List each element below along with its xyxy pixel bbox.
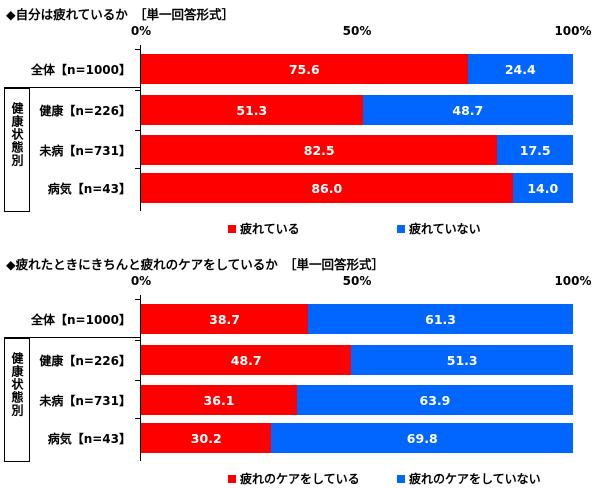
chart-title: ◆疲れたときにきちんと疲れのケアをしているか ［単一回答形式］	[6, 257, 384, 272]
legend-swatch	[397, 224, 405, 233]
bar-segment-second: 17.5	[497, 135, 573, 165]
stacked-bar: 82.5 17.5	[141, 135, 573, 165]
stacked-bar: 30.2 69.8	[141, 423, 573, 453]
bar-segment-first: 86.0	[141, 173, 513, 203]
data-label: 36.1	[203, 392, 235, 408]
bar-segment-first: 36.1	[141, 385, 297, 415]
data-label: 48.7	[230, 352, 262, 368]
data-label: 24.4	[504, 61, 536, 77]
category-label: 健康【n=226】	[39, 104, 131, 118]
category-label: 病気【n=43】	[47, 432, 131, 446]
category-label: 健康【n=226】	[39, 354, 131, 368]
axis-tick	[135, 168, 141, 169]
y-axis-line	[140, 295, 141, 461]
bar-segment-first: 75.6	[141, 54, 468, 84]
axis-tick	[135, 90, 141, 91]
category-label: 全体【n=1000】	[31, 313, 131, 327]
stacked-bar: 86.0 14.0	[141, 173, 573, 203]
data-label: 51.3	[236, 102, 268, 118]
chart-title: ◆自分は疲れているか ［単一回答形式］	[6, 7, 234, 22]
x-tick-label: 50%	[342, 24, 372, 38]
legend-swatch	[228, 474, 236, 483]
legend-item: 疲れのケアをしていない	[397, 470, 541, 487]
group-label: 健康状態別	[10, 102, 24, 167]
legend-label: 疲れていない	[409, 222, 481, 236]
category-label: 未病【n=731】	[39, 394, 131, 408]
group-label: 健康状態別	[10, 352, 24, 417]
data-label: 63.9	[419, 392, 451, 408]
data-label: 82.5	[303, 142, 335, 158]
legend-swatch	[228, 224, 236, 233]
category-label: 全体【n=1000】	[31, 63, 131, 77]
row-divider	[4, 337, 141, 338]
data-label: 69.8	[406, 430, 438, 446]
axis-tick	[135, 380, 141, 381]
bar-segment-second: 69.8	[271, 423, 573, 453]
stacked-bar: 36.1 63.9	[141, 385, 573, 415]
data-label: 30.2	[190, 430, 222, 446]
bar-segment-second: 24.4	[467, 54, 573, 84]
category-label: 未病【n=731】	[39, 144, 131, 158]
x-tick-label: 0%	[130, 24, 152, 38]
axis-tick	[135, 418, 141, 419]
bar-segment-first: 51.3	[141, 95, 363, 125]
data-label: 48.7	[452, 102, 484, 118]
data-label: 75.6	[288, 61, 320, 77]
x-tick-label: 100%	[554, 274, 592, 288]
legend-item: 疲れている	[228, 220, 300, 237]
bar-segment-second: 51.3	[351, 345, 573, 375]
axis-tick	[135, 299, 141, 300]
stacked-bar: 51.3 48.7	[141, 95, 573, 125]
bar-segment-second: 63.9	[296, 385, 573, 415]
legend-item: 疲れていない	[397, 220, 481, 237]
x-tick-label: 50%	[342, 274, 372, 288]
legend-item: 疲れのケアをしている	[228, 470, 360, 487]
bar-segment-second: 48.7	[362, 95, 573, 125]
legend-label: 疲れのケアをしている	[240, 472, 360, 486]
stacked-bar: 48.7 51.3	[141, 345, 573, 375]
chart-fatigue-care: ◆疲れたときにきちんと疲れのケアをしているか ［単一回答形式］ 0% 50% 100%…	[0, 250, 600, 488]
data-label: 86.0	[311, 180, 343, 196]
bar-segment-first: 30.2	[141, 423, 272, 453]
row-divider	[4, 87, 141, 88]
data-label: 61.3	[425, 311, 456, 327]
category-label: 病気【n=43】	[47, 182, 131, 196]
bar-segment-second: 14.0	[512, 173, 573, 203]
legend-label: 疲れのケアをしていない	[409, 472, 541, 486]
chart-tired: ◆自分は疲れているか ［単一回答形式］ 0% 50% 100% 健康状態別 全体【n=10…	[4, 7, 592, 237]
bar-segment-second: 61.3	[308, 304, 573, 334]
bar-segment-first: 38.7	[141, 304, 309, 334]
x-tick-label: 0%	[130, 274, 152, 288]
axis-tick	[135, 340, 141, 341]
group-label-box	[4, 88, 30, 212]
stacked-bar: 75.6 24.4	[141, 54, 573, 84]
axis-tick	[135, 49, 141, 50]
legend-label: 疲れている	[240, 222, 300, 236]
bar-segment-first: 48.7	[141, 345, 352, 375]
data-label: 14.0	[527, 180, 559, 196]
axis-tick	[135, 130, 141, 131]
y-axis-line	[140, 45, 141, 211]
legend-swatch	[397, 474, 405, 483]
bar-segment-first: 82.5	[141, 135, 498, 165]
stacked-bar: 38.7 61.3	[141, 304, 573, 334]
data-label: 17.5	[519, 142, 551, 158]
data-label: 51.3	[446, 352, 478, 368]
data-label: 38.7	[209, 311, 240, 327]
x-tick-label: 100%	[554, 24, 592, 38]
group-label-box	[4, 338, 30, 462]
